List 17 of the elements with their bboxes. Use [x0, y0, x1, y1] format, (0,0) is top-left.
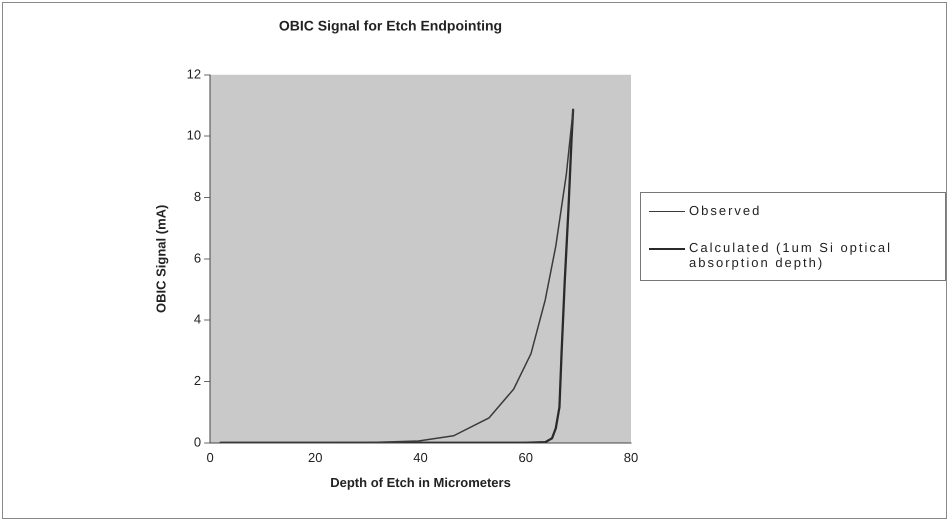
y-axis-title: OBIC Signal (mA) [153, 204, 168, 313]
chart-title: OBIC Signal for Etch Endpointing [278, 17, 502, 34]
y-tick-label: 0 [194, 434, 202, 450]
x-axis-title: Depth of Etch in Micrometers [330, 474, 511, 490]
x-tick-label: 80 [624, 450, 638, 466]
y-tick-label: 2 [194, 373, 202, 388]
legend-label: Calculated (1um Si optical absorption depth) [689, 240, 894, 270]
y-tick-label: 8 [194, 189, 202, 204]
x-tick-label: 0 [206, 450, 214, 466]
x-tick-label: 20 [308, 450, 323, 466]
y-tick-label: 12 [186, 66, 202, 82]
x-tick-label: 60 [518, 450, 533, 466]
y-tick-label: 4 [194, 312, 202, 327]
y-tick-label: 6 [194, 250, 202, 266]
y-tick-label: 10 [186, 128, 202, 143]
legend-label: Observed [689, 203, 762, 218]
x-tick-label: 40 [413, 450, 428, 466]
